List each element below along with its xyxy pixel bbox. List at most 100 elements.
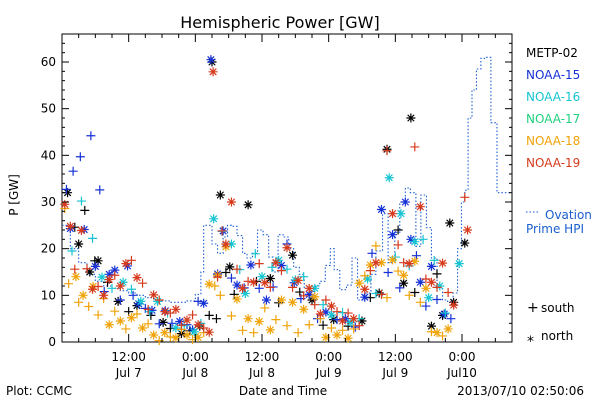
point-south [88, 233, 98, 243]
legend-entry-noaa-16: NOAA-16 [526, 90, 580, 104]
point-south [365, 266, 375, 276]
point-north [289, 278, 299, 288]
legend-entry-noaa-17: NOAA-17 [526, 112, 580, 126]
point-south [418, 234, 428, 244]
point-north [254, 316, 264, 326]
point-north [371, 258, 381, 268]
point-north [104, 320, 114, 330]
legend-entry-metp-02: METP-02 [526, 46, 578, 60]
point-south [213, 272, 223, 282]
point-south [82, 264, 92, 274]
point-north [426, 261, 436, 271]
x-tick-label: 0:00 [315, 350, 342, 364]
point-south [143, 304, 153, 314]
point-south [429, 255, 439, 265]
point-north [110, 265, 120, 275]
point-south [360, 271, 370, 281]
point-south [121, 324, 131, 334]
point-north [153, 296, 163, 306]
point-north [78, 290, 88, 300]
x-axis-label: Date and Time [239, 384, 327, 398]
point-north [360, 292, 370, 302]
point-north [138, 323, 148, 333]
point-north [310, 292, 320, 302]
point-south [376, 289, 386, 299]
point-north [338, 316, 348, 326]
y-tick-label: 10 [41, 288, 56, 302]
point-north [97, 272, 107, 282]
point-south [68, 166, 78, 176]
point-north [118, 277, 128, 287]
point-north [299, 304, 309, 314]
point-south [229, 289, 239, 299]
marker-legend-label: north [541, 329, 573, 343]
point-south [438, 331, 448, 341]
y-axis-label: P [GW] [7, 174, 21, 216]
point-south [211, 314, 221, 324]
point-north [232, 280, 242, 290]
point-north [246, 260, 256, 270]
point-south [165, 308, 175, 318]
timestamp-label: 2013/07/10 02:50:06 [457, 384, 584, 398]
legend-ovation-label-line2: Prime HPI [526, 222, 584, 236]
point-south [250, 249, 260, 259]
point-north [265, 274, 275, 284]
point-south [332, 307, 342, 317]
point-north [326, 310, 336, 320]
point-north [321, 332, 331, 342]
point-north [88, 284, 98, 294]
x-tick-label: 12:00 [378, 350, 413, 364]
point-south [238, 325, 248, 335]
point-south [371, 288, 381, 298]
point-north [240, 288, 250, 298]
point-north [160, 328, 170, 338]
point-south [167, 318, 177, 328]
x-tick-sublabel: Jul10 [446, 366, 477, 380]
point-north [460, 238, 470, 248]
point-south [265, 282, 275, 292]
point-north [384, 173, 394, 183]
point-north [349, 314, 359, 324]
point-north [438, 258, 448, 268]
point-south [367, 248, 377, 258]
point-south [204, 310, 214, 320]
point-north [193, 320, 203, 330]
point-north [449, 300, 459, 310]
point-south [61, 184, 71, 194]
point-south [288, 282, 298, 292]
point-south [410, 142, 420, 152]
point-south [299, 291, 309, 301]
point-south [75, 152, 85, 162]
point-north [421, 283, 431, 293]
point-north [90, 261, 100, 271]
point-north [204, 327, 214, 337]
series-noaa-18 [60, 204, 453, 346]
point-south [93, 281, 103, 291]
point-south [126, 284, 136, 294]
point-north [182, 315, 192, 325]
point-south [67, 246, 77, 256]
point-north [415, 202, 425, 212]
point-north [132, 273, 142, 283]
point-north [354, 278, 364, 288]
point-north [238, 283, 248, 293]
point-south [254, 283, 264, 293]
point-south [210, 281, 220, 291]
point-north [443, 324, 453, 334]
y-tick-label: 30 [41, 195, 56, 209]
point-north [363, 274, 373, 284]
point-south [70, 264, 80, 274]
point-south [332, 315, 342, 325]
marker-legend-label: south [541, 301, 575, 315]
point-north [93, 256, 103, 266]
point-south [76, 196, 86, 206]
point-north [426, 277, 436, 287]
point-north [454, 259, 464, 269]
point-north [158, 317, 168, 327]
point-north [426, 321, 436, 331]
point-south [404, 290, 414, 300]
point-south [249, 328, 259, 338]
point-south [310, 300, 320, 310]
series-noaa-16 [67, 173, 464, 337]
